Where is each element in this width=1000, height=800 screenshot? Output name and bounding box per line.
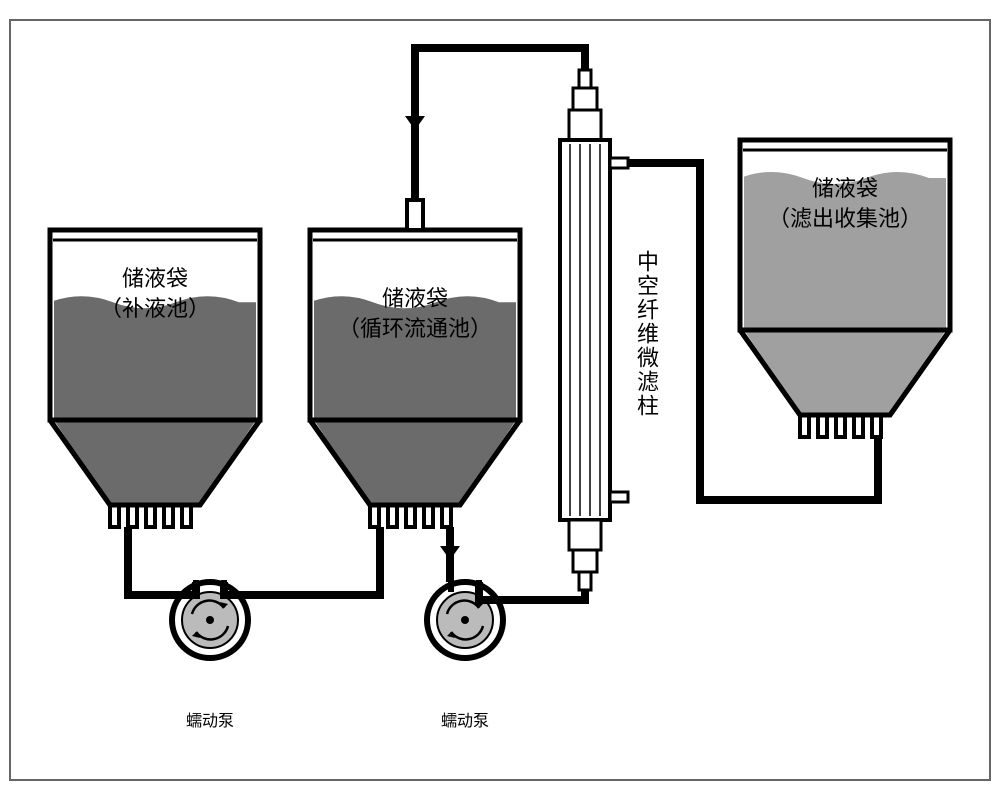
bag2-title: 储液袋 <box>320 285 510 314</box>
filter-column <box>560 70 628 590</box>
process-diagram: 储液袋 （补液池） 储液袋 （循环流通池） 储液袋 （滤出收集池） 中空纤维微滤… <box>0 0 1000 800</box>
bag3-title: 储液袋 <box>750 175 940 204</box>
bag1-subtitle: （补液池） <box>60 295 250 324</box>
diagram-svg <box>0 0 1000 800</box>
column-label: 中空纤维微滤柱 <box>630 250 662 418</box>
pump <box>427 580 503 658</box>
bag2-subtitle: （循环流通池） <box>320 315 510 344</box>
pump1-label: 蠕动泵 <box>170 712 250 733</box>
bag-bag2 <box>310 200 520 535</box>
pump2-label: 蠕动泵 <box>425 712 505 733</box>
bag3-subtitle: （滤出收集池） <box>750 205 940 234</box>
bag1-title: 储液袋 <box>60 265 250 294</box>
